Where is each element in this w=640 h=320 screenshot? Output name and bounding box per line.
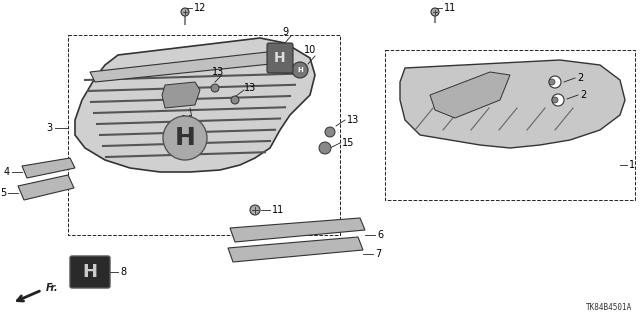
Polygon shape	[75, 38, 315, 172]
Polygon shape	[22, 158, 75, 178]
Circle shape	[292, 62, 308, 78]
Polygon shape	[18, 175, 74, 200]
Circle shape	[552, 94, 564, 106]
FancyBboxPatch shape	[70, 256, 110, 288]
Polygon shape	[230, 218, 365, 242]
Text: 1: 1	[629, 160, 635, 170]
Text: 7: 7	[375, 249, 381, 259]
Text: 2: 2	[580, 90, 586, 100]
Polygon shape	[90, 50, 290, 82]
Text: H: H	[274, 51, 286, 65]
Text: H: H	[297, 67, 303, 73]
Text: 15: 15	[342, 138, 355, 148]
Text: 13: 13	[347, 115, 359, 125]
Polygon shape	[430, 72, 510, 118]
Text: 9: 9	[282, 27, 288, 37]
Text: H: H	[175, 126, 195, 150]
Text: 2: 2	[577, 73, 583, 83]
Circle shape	[549, 76, 561, 88]
Text: 14: 14	[181, 115, 193, 125]
Polygon shape	[400, 60, 625, 148]
Circle shape	[549, 79, 555, 85]
Bar	[385, 50, 635, 200]
Text: 13: 13	[244, 83, 256, 93]
Text: H: H	[83, 263, 97, 281]
Text: 11: 11	[444, 3, 456, 13]
Text: 10: 10	[304, 45, 316, 55]
Text: Fr.: Fr.	[46, 283, 59, 293]
Circle shape	[231, 96, 239, 104]
Circle shape	[552, 97, 558, 103]
Circle shape	[211, 84, 219, 92]
FancyBboxPatch shape	[267, 43, 293, 73]
Bar	[68, 35, 340, 235]
Text: 6: 6	[377, 230, 383, 240]
Polygon shape	[162, 82, 200, 108]
Text: 8: 8	[120, 267, 126, 277]
Circle shape	[163, 116, 207, 160]
Text: 13: 13	[212, 67, 224, 77]
Text: 12: 12	[194, 3, 206, 13]
Circle shape	[431, 8, 439, 16]
Text: 5: 5	[0, 188, 6, 198]
Circle shape	[181, 8, 189, 16]
Circle shape	[250, 205, 260, 215]
Circle shape	[325, 127, 335, 137]
Circle shape	[319, 142, 331, 154]
Polygon shape	[228, 237, 363, 262]
Text: 4: 4	[4, 167, 10, 177]
Text: 11: 11	[272, 205, 284, 215]
Text: 3: 3	[46, 123, 52, 133]
Text: TK84B4501A: TK84B4501A	[586, 303, 632, 312]
